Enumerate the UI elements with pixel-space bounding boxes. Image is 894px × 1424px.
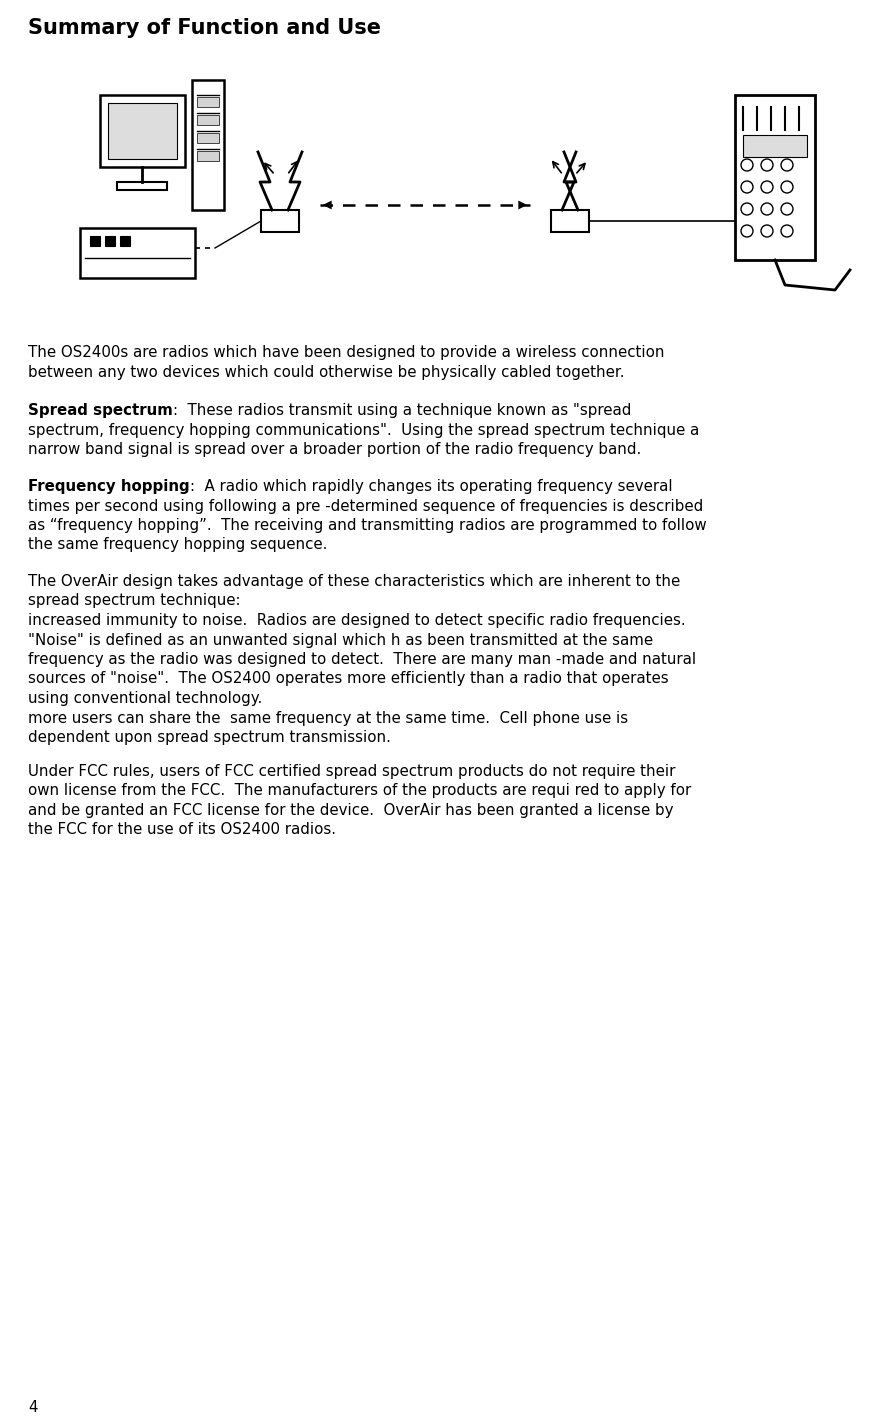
Bar — [551, 209, 589, 232]
Text: spread spectrum technique:: spread spectrum technique: — [28, 594, 240, 608]
Bar — [735, 95, 815, 261]
Bar — [743, 135, 807, 157]
Text: narrow band signal is spread over a broader portion of the radio frequency band.: narrow band signal is spread over a broa… — [28, 441, 641, 457]
Bar — [120, 236, 130, 246]
Text: :  A radio which rapidly changes its operating frequency several: : A radio which rapidly changes its oper… — [190, 478, 672, 494]
Text: "Noise" is defined as an unwanted signal which h as been transmitted at the same: "Noise" is defined as an unwanted signal… — [28, 632, 654, 648]
Text: :  These radios transmit using a technique known as "spread: : These radios transmit using a techniqu… — [173, 403, 631, 419]
Text: 4: 4 — [28, 1400, 38, 1415]
Text: Frequency hopping: Frequency hopping — [28, 478, 190, 494]
Text: between any two devices which could otherwise be physically cabled together.: between any two devices which could othe… — [28, 365, 625, 380]
Bar — [90, 236, 100, 246]
Bar — [117, 182, 167, 189]
Text: and be granted an FCC license for the device.  OverAir has been granted a licens: and be granted an FCC license for the de… — [28, 803, 673, 817]
Bar — [192, 80, 224, 209]
Text: more users can share the  same frequency at the same time.  Cell phone use is: more users can share the same frequency … — [28, 711, 628, 725]
Text: The OverAir design takes advantage of these characteristics which are inherent t: The OverAir design takes advantage of th… — [28, 574, 680, 590]
Bar — [197, 132, 219, 142]
Text: as “frequency hopping”.  The receiving and transmitting radios are programmed to: as “frequency hopping”. The receiving an… — [28, 518, 706, 533]
Bar — [197, 151, 219, 161]
Text: Under FCC rules, users of FCC certified spread spectrum products do not require : Under FCC rules, users of FCC certified … — [28, 765, 675, 779]
Bar — [80, 228, 195, 278]
Text: frequency as the radio was designed to detect.  There are many man -made and nat: frequency as the radio was designed to d… — [28, 652, 696, 666]
Text: the same frequency hopping sequence.: the same frequency hopping sequence. — [28, 537, 327, 553]
Bar — [197, 115, 219, 125]
Text: sources of "noise".  The OS2400 operates more efficiently than a radio that oper: sources of "noise". The OS2400 operates … — [28, 672, 669, 686]
Text: using conventional technology.: using conventional technology. — [28, 691, 262, 706]
Bar — [108, 103, 177, 159]
Bar — [105, 236, 115, 246]
Text: own license from the FCC.  The manufacturers of the products are requi red to ap: own license from the FCC. The manufactur… — [28, 783, 691, 799]
Text: the FCC for the use of its OS2400 radios.: the FCC for the use of its OS2400 radios… — [28, 823, 336, 837]
Text: spectrum, frequency hopping communications".  Using the spread spectrum techniqu: spectrum, frequency hopping communicatio… — [28, 423, 699, 437]
Text: times per second using following a pre -determined sequence of frequencies is de: times per second using following a pre -… — [28, 498, 704, 514]
Bar — [261, 209, 299, 232]
Text: dependent upon spread spectrum transmission.: dependent upon spread spectrum transmiss… — [28, 731, 391, 745]
Text: The OS2400s are radios which have been designed to provide a wireless connection: The OS2400s are radios which have been d… — [28, 345, 664, 360]
Text: increased immunity to noise.  Radios are designed to detect specific radio frequ: increased immunity to noise. Radios are … — [28, 612, 686, 628]
Bar — [100, 95, 185, 167]
Bar — [197, 97, 219, 107]
Text: Spread spectrum: Spread spectrum — [28, 403, 173, 419]
Text: Summary of Function and Use: Summary of Function and Use — [28, 19, 381, 38]
